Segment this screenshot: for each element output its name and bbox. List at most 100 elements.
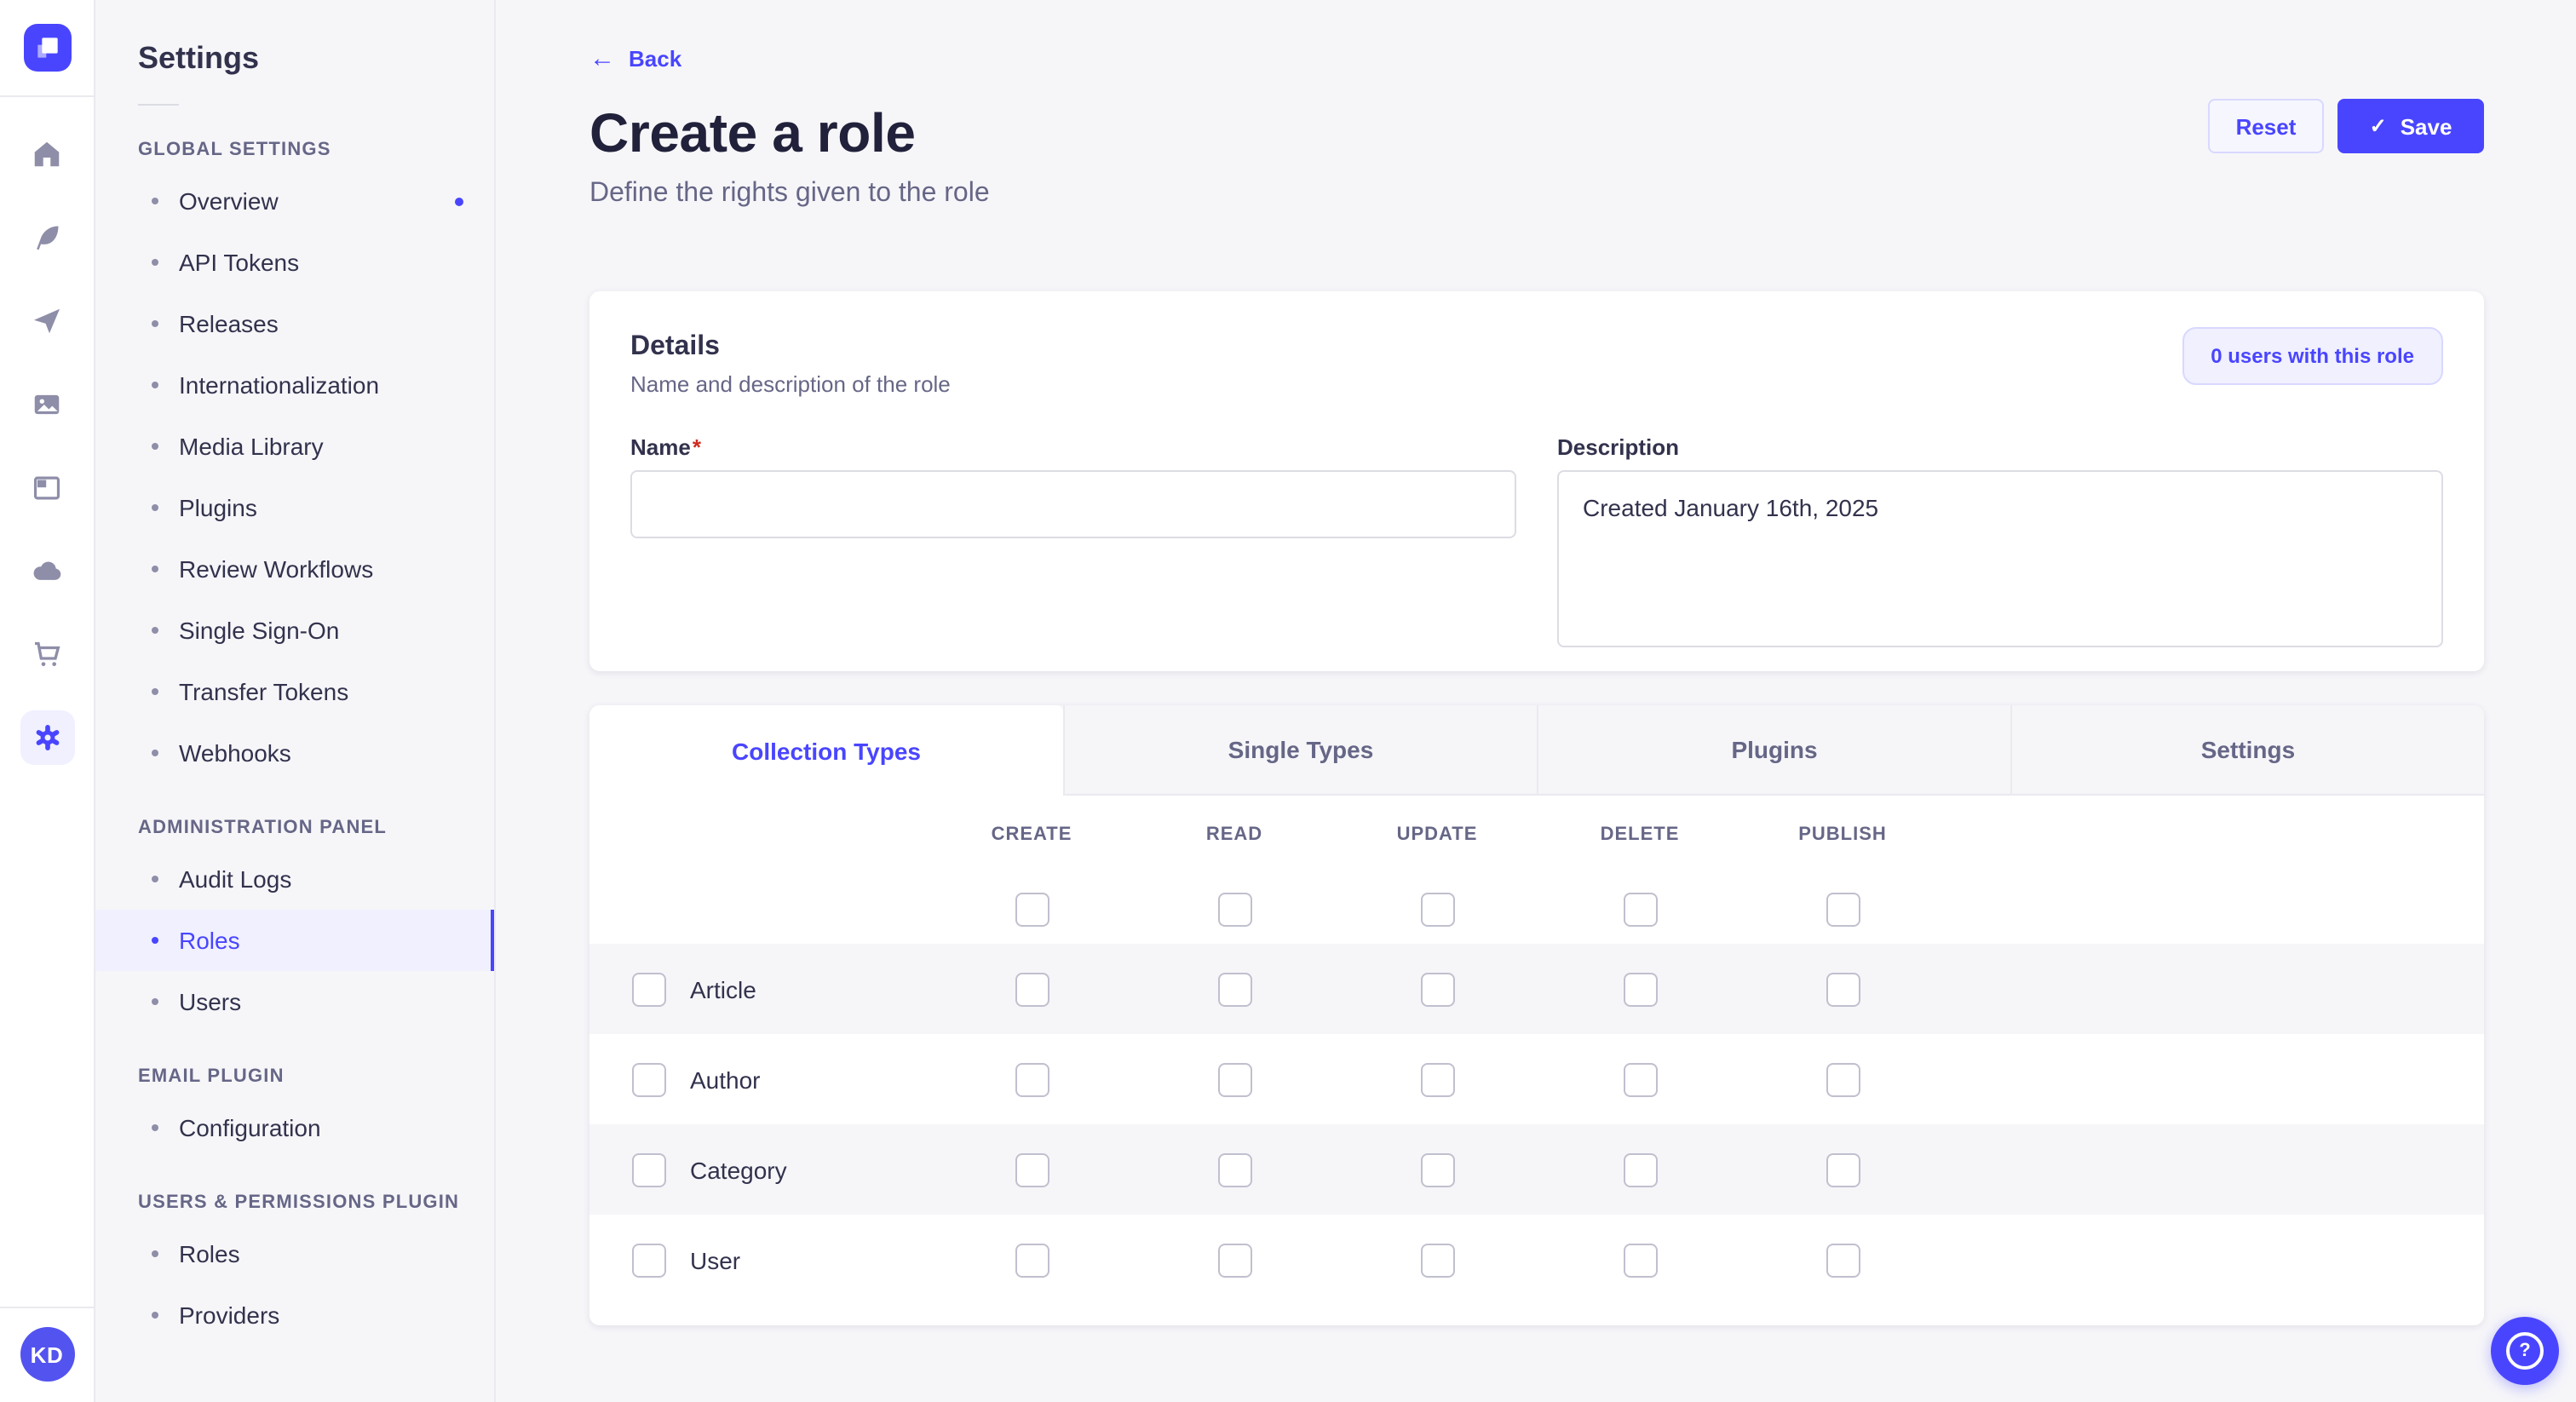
select-all-checkbox-create[interactable]	[1015, 892, 1049, 926]
sidebar-item-label: Plugins	[179, 494, 257, 521]
permissions-tabs: Collection Types Single Types Plugins Setti…	[589, 705, 2484, 796]
required-asterisk: *	[692, 434, 701, 460]
permission-checkbox-user-read[interactable]	[1217, 1243, 1251, 1277]
users-with-role-badge[interactable]: 0 users with this role	[2182, 327, 2443, 385]
reset-button[interactable]: Reset	[2208, 99, 2324, 153]
sidebar-item-label: Audit Logs	[179, 865, 292, 893]
sidebar-item-label: Media Library	[179, 433, 324, 460]
permission-checkbox-category-update[interactable]	[1420, 1152, 1454, 1187]
row-checkbox-author[interactable]	[632, 1062, 666, 1096]
tab-settings[interactable]: Settings	[2010, 705, 2484, 796]
permission-checkbox-article-create[interactable]	[1015, 972, 1049, 1006]
permission-cell	[1336, 944, 1538, 1034]
save-button[interactable]: ✓ Save	[2337, 99, 2484, 153]
sidebar-item-releases[interactable]: Releases	[95, 293, 494, 354]
tab-label: Collection Types	[732, 737, 921, 764]
header-actions: Reset ✓ Save	[2208, 99, 2484, 153]
marketplace-cart-icon[interactable]	[20, 627, 74, 681]
permission-checkbox-category-publish[interactable]	[1826, 1152, 1860, 1187]
select-all-checkbox-read[interactable]	[1217, 892, 1251, 926]
media-library-icon[interactable]	[20, 376, 74, 431]
permission-checkbox-user-delete[interactable]	[1623, 1243, 1657, 1277]
details-card: Details Name and description of the role…	[589, 291, 2484, 671]
layout-icon[interactable]	[20, 460, 74, 514]
name-input[interactable]	[630, 470, 1516, 538]
help-button[interactable]: ?	[2491, 1317, 2559, 1385]
permission-checkbox-author-read[interactable]	[1217, 1062, 1251, 1096]
sidebar-item-plugins[interactable]: Plugins	[95, 477, 494, 538]
description-field-group: Description Created January 16th, 2025	[1557, 434, 2443, 656]
row-checkbox-article[interactable]	[632, 972, 666, 1006]
sidebar-item-label: Internationalization	[179, 371, 380, 399]
bullet-icon	[152, 504, 158, 511]
page-subtitle: Define the rights given to the role	[589, 179, 990, 208]
sidebar-item-roles[interactable]: Roles	[95, 910, 494, 971]
sidebar-item-internationalization[interactable]: Internationalization	[95, 354, 494, 416]
notification-dot-icon	[455, 197, 463, 205]
sidebar-item-overview[interactable]: Overview	[95, 170, 494, 232]
permission-cell	[1741, 1124, 1944, 1215]
sidebar-item-users[interactable]: Users	[95, 971, 494, 1032]
permission-cell	[1741, 1215, 1944, 1305]
rail-icons	[20, 126, 74, 765]
tab-collection-types[interactable]: Collection Types	[589, 705, 1063, 796]
permissions-rows: Article Author Category User	[589, 944, 2484, 1305]
permission-checkbox-user-update[interactable]	[1420, 1243, 1454, 1277]
row-checkbox-category[interactable]	[632, 1152, 666, 1187]
bullet-icon	[152, 259, 158, 266]
permission-checkbox-author-delete[interactable]	[1623, 1062, 1657, 1096]
save-label: Save	[2400, 113, 2452, 139]
permission-checkbox-author-publish[interactable]	[1826, 1062, 1860, 1096]
home-icon[interactable]	[20, 126, 74, 181]
bullet-icon	[152, 443, 158, 450]
permission-checkbox-category-read[interactable]	[1217, 1152, 1251, 1187]
back-link[interactable]: ← Back	[589, 46, 681, 72]
select-all-cell	[1741, 874, 1944, 944]
send-icon[interactable]	[20, 293, 74, 348]
row-label: Author	[690, 1066, 761, 1093]
permission-checkbox-category-create[interactable]	[1015, 1152, 1049, 1187]
sidebar-item-configuration[interactable]: Configuration	[95, 1097, 494, 1158]
description-textarea[interactable]: Created January 16th, 2025	[1557, 470, 2443, 647]
main-nav-rail: KD	[0, 0, 95, 1402]
permission-checkbox-article-read[interactable]	[1217, 972, 1251, 1006]
sidebar-item-api-tokens[interactable]: API Tokens	[95, 232, 494, 293]
sidebar-item-providers[interactable]: Providers	[95, 1284, 494, 1346]
permission-cell	[1133, 1034, 1336, 1124]
permission-checkbox-user-create[interactable]	[1015, 1243, 1049, 1277]
permission-checkbox-user-publish[interactable]	[1826, 1243, 1860, 1277]
permission-checkbox-article-publish[interactable]	[1826, 972, 1860, 1006]
content-feather-icon[interactable]	[20, 210, 74, 264]
select-all-checkbox-update[interactable]	[1420, 892, 1454, 926]
strapi-logo[interactable]	[23, 24, 71, 72]
sidebar-item-single-sign-on[interactable]: Single Sign-On	[95, 600, 494, 661]
cloud-icon[interactable]	[20, 543, 74, 598]
permission-checkbox-category-delete[interactable]	[1623, 1152, 1657, 1187]
tab-plugins[interactable]: Plugins	[1537, 705, 2010, 796]
bullet-icon	[152, 198, 158, 204]
select-all-cell	[1133, 874, 1336, 944]
permission-checkbox-article-delete[interactable]	[1623, 972, 1657, 1006]
row-name-cell: Category	[589, 1124, 930, 1215]
sidebar-item-roles[interactable]: Roles	[95, 1223, 494, 1284]
spacer-cell	[589, 874, 930, 944]
user-avatar[interactable]: KD	[20, 1327, 74, 1382]
sidebar-item-review-workflows[interactable]: Review Workflows	[95, 538, 494, 600]
sidebar-item-audit-logs[interactable]: Audit Logs	[95, 848, 494, 910]
sidebar-item-webhooks[interactable]: Webhooks	[95, 722, 494, 784]
select-all-checkbox-row	[589, 874, 2484, 944]
select-all-checkbox-publish[interactable]	[1826, 892, 1860, 926]
sidebar-item-media-library[interactable]: Media Library	[95, 416, 494, 477]
details-fields: Name * Description Created January 16th, …	[630, 434, 2443, 656]
name-field-group: Name *	[630, 434, 1516, 656]
question-mark-icon: ?	[2506, 1332, 2544, 1370]
sidebar-item-transfer-tokens[interactable]: Transfer Tokens	[95, 661, 494, 722]
permission-checkbox-author-update[interactable]	[1420, 1062, 1454, 1096]
tab-single-types[interactable]: Single Types	[1063, 705, 1537, 796]
select-all-checkbox-delete[interactable]	[1623, 892, 1657, 926]
settings-gear-icon[interactable]	[20, 710, 74, 765]
permission-checkbox-author-create[interactable]	[1015, 1062, 1049, 1096]
permission-checkbox-article-update[interactable]	[1420, 972, 1454, 1006]
bullet-icon	[152, 1312, 158, 1319]
row-checkbox-user[interactable]	[632, 1243, 666, 1277]
